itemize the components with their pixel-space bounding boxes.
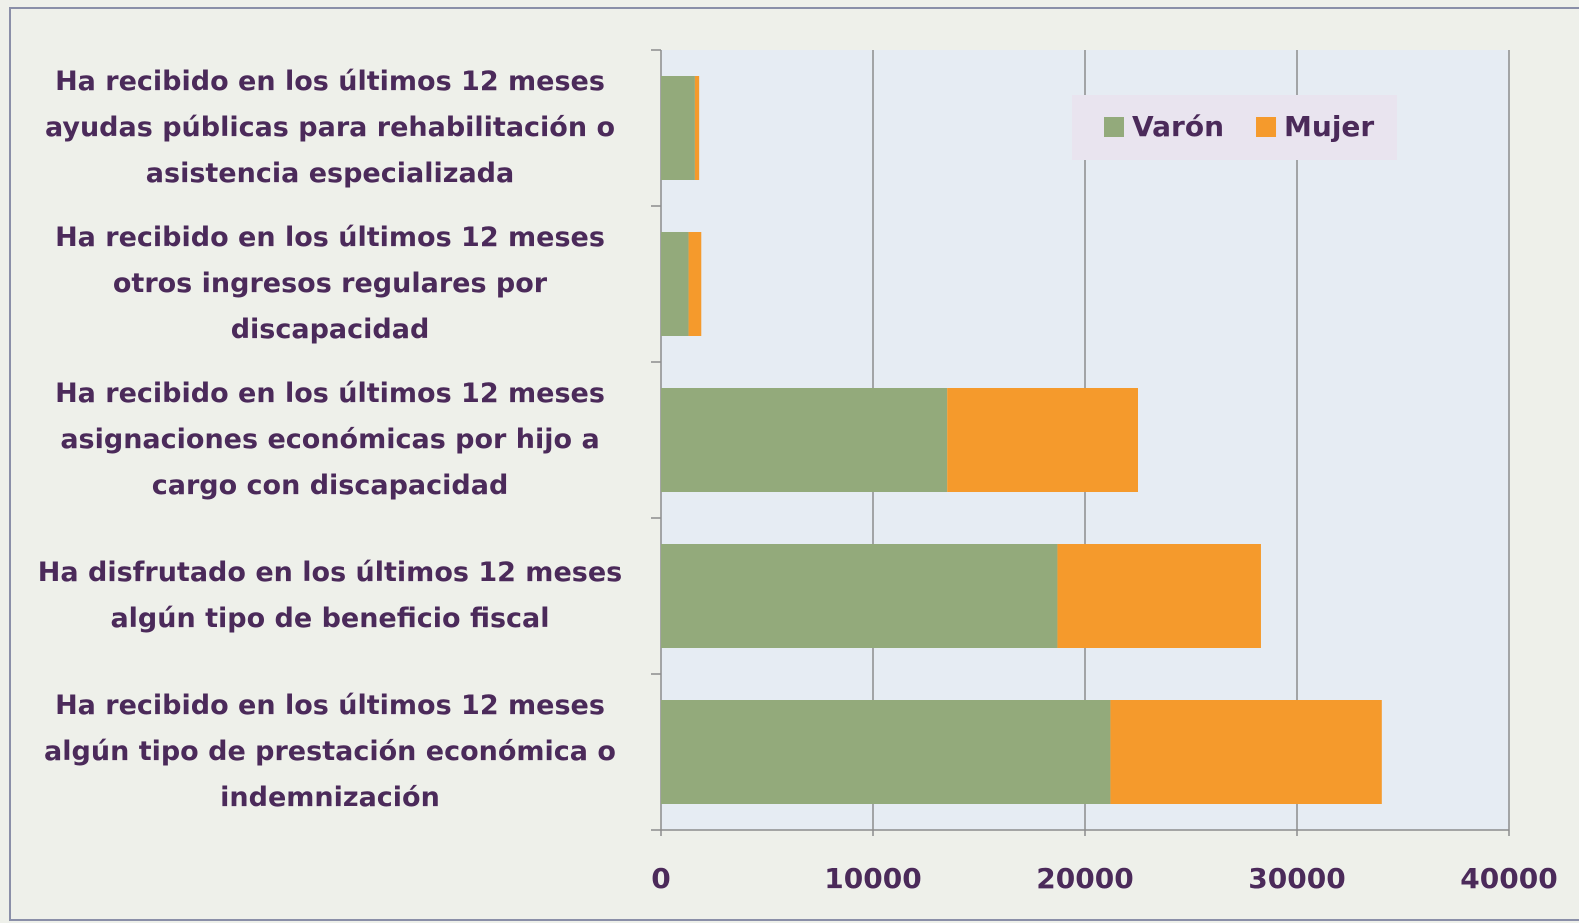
legend-box: [1072, 95, 1397, 160]
legend-swatch: [1104, 117, 1124, 137]
bar: [661, 76, 695, 180]
bar: [1110, 700, 1382, 804]
legend-swatch: [1256, 117, 1277, 137]
category-label: Ha recibido en los últimos 12 meses ayud…: [44, 66, 616, 189]
bar: [694, 76, 700, 180]
bar: [661, 388, 948, 492]
bar: [947, 388, 1138, 492]
x-tick-label: 30000: [1248, 862, 1345, 895]
x-tick-label: 40000: [1460, 862, 1557, 895]
bar: [661, 232, 689, 336]
bar: [661, 544, 1058, 648]
x-tick-label: 20000: [1036, 862, 1133, 895]
bar: [1057, 544, 1261, 648]
category-label: Ha recibido en los últimos 12 meses algú…: [44, 690, 616, 813]
bar: [688, 232, 702, 336]
x-tick-label: 10000: [824, 862, 921, 895]
bar: [661, 700, 1111, 804]
legend-label: Mujer: [1284, 110, 1374, 143]
legend-label: Varón: [1132, 110, 1224, 143]
category-label: Ha disfrutado en los últimos 12 meses al…: [37, 557, 623, 634]
category-label: Ha recibido en los últimos 12 meses asig…: [55, 378, 605, 501]
frame: [9, 7, 1579, 921]
x-tick-label: 0: [651, 862, 670, 895]
category-label: Ha recibido en los últimos 12 meses otro…: [55, 222, 605, 345]
